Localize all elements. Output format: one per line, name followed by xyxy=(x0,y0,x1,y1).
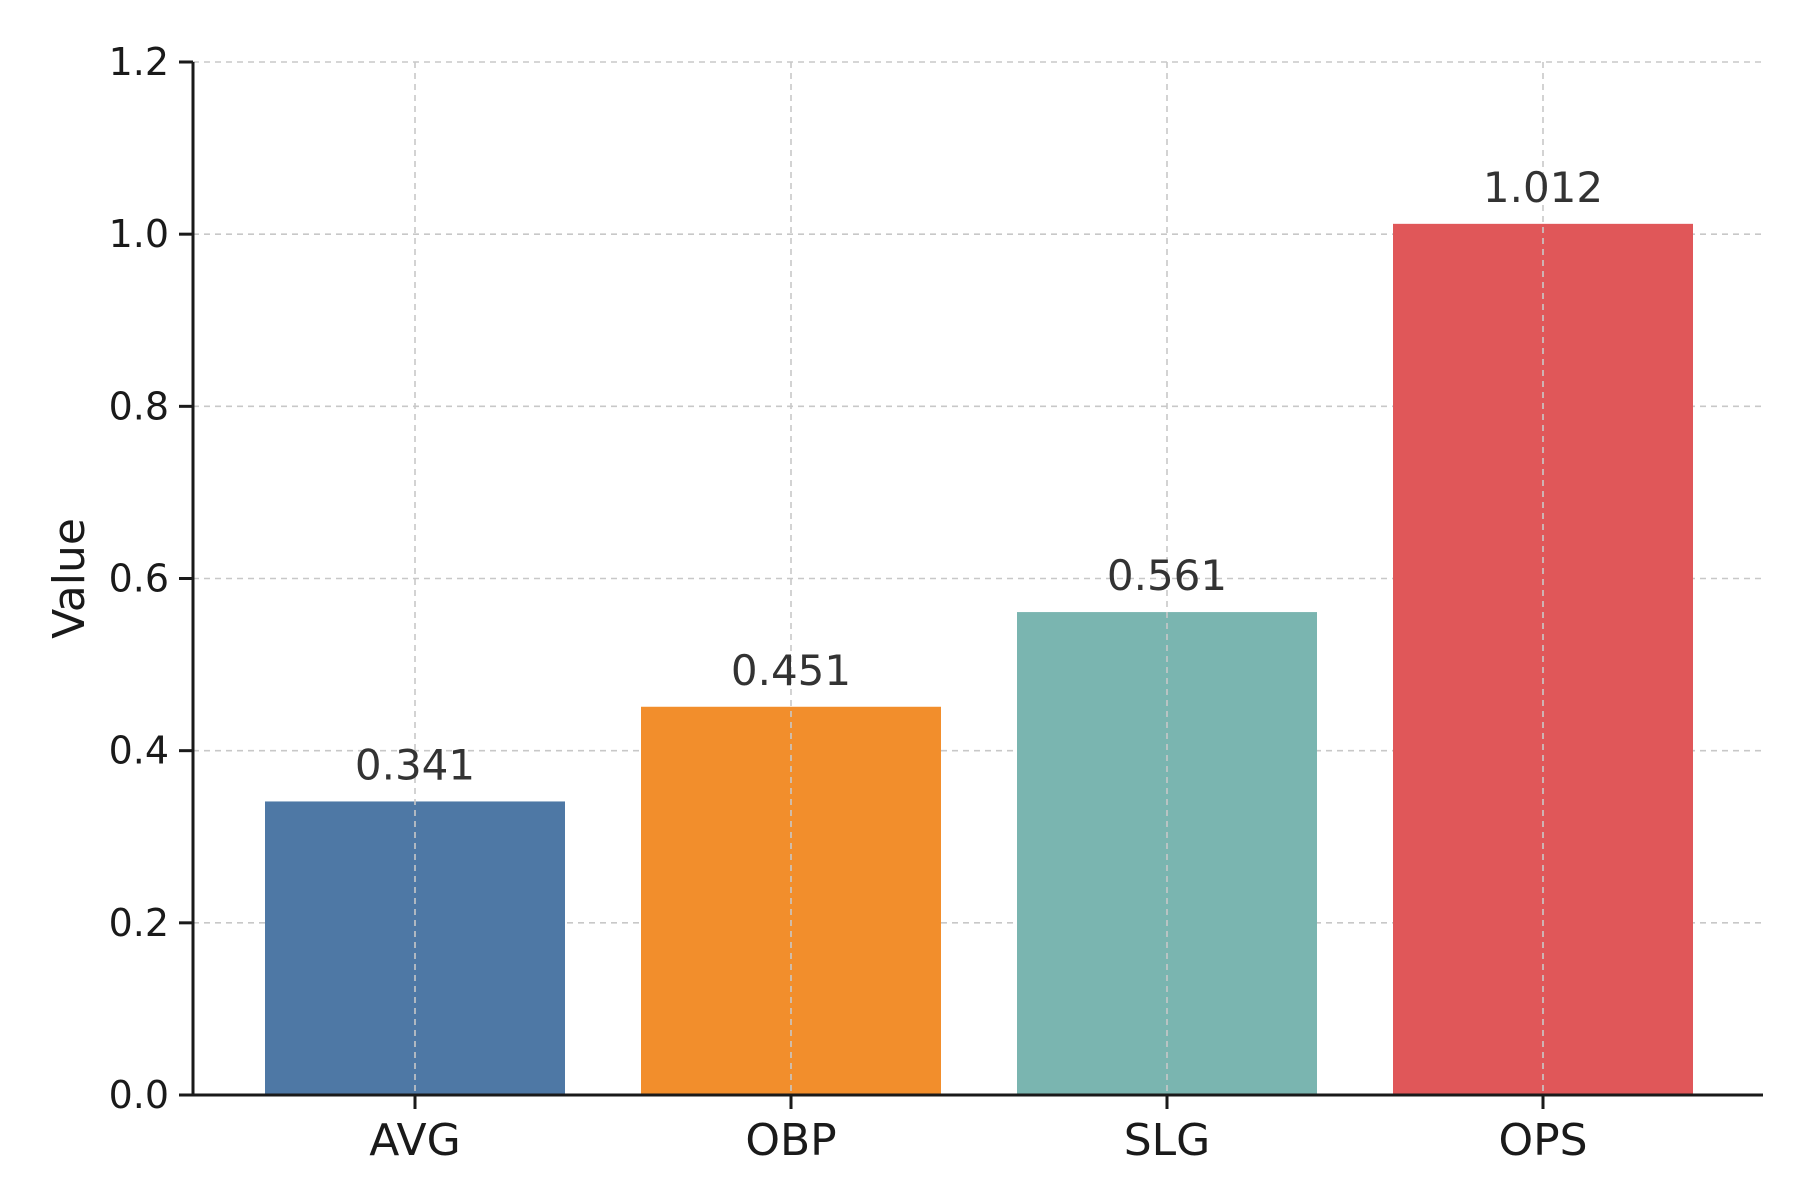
labels: 0.0 0.2 0.4 0.6 0.8 1.0 1.2 0.341 AVG 0.451 OBP 0.5… xyxy=(109,40,1604,1166)
x-tick-label-slg: SLG xyxy=(1124,1115,1211,1166)
y-axis-title: Value xyxy=(44,518,95,639)
axes xyxy=(179,60,1763,1109)
x-tick-label-ops: OPS xyxy=(1498,1115,1587,1166)
y-tick-label: 1.2 xyxy=(109,40,169,84)
value-label-obp: 0.451 xyxy=(731,646,851,695)
x-tick-label-obp: OBP xyxy=(745,1115,836,1166)
y-tick-label: 0.4 xyxy=(109,729,169,773)
y-tick-label: 1.0 xyxy=(109,212,169,256)
y-tick-label: 0.0 xyxy=(109,1073,169,1117)
gridlines xyxy=(193,61,1763,924)
value-label-avg: 0.341 xyxy=(355,740,475,789)
value-label-ops: 1.012 xyxy=(1483,163,1603,212)
y-tick-label: 0.8 xyxy=(109,384,169,428)
value-label-slg: 0.561 xyxy=(1107,551,1227,600)
vertical-gridlines xyxy=(414,62,1544,1095)
y-tick-label: 0.2 xyxy=(109,901,169,945)
y-tick-label: 0.6 xyxy=(109,557,169,601)
x-tick-label-avg: AVG xyxy=(369,1115,460,1166)
bars xyxy=(265,223,1693,1095)
